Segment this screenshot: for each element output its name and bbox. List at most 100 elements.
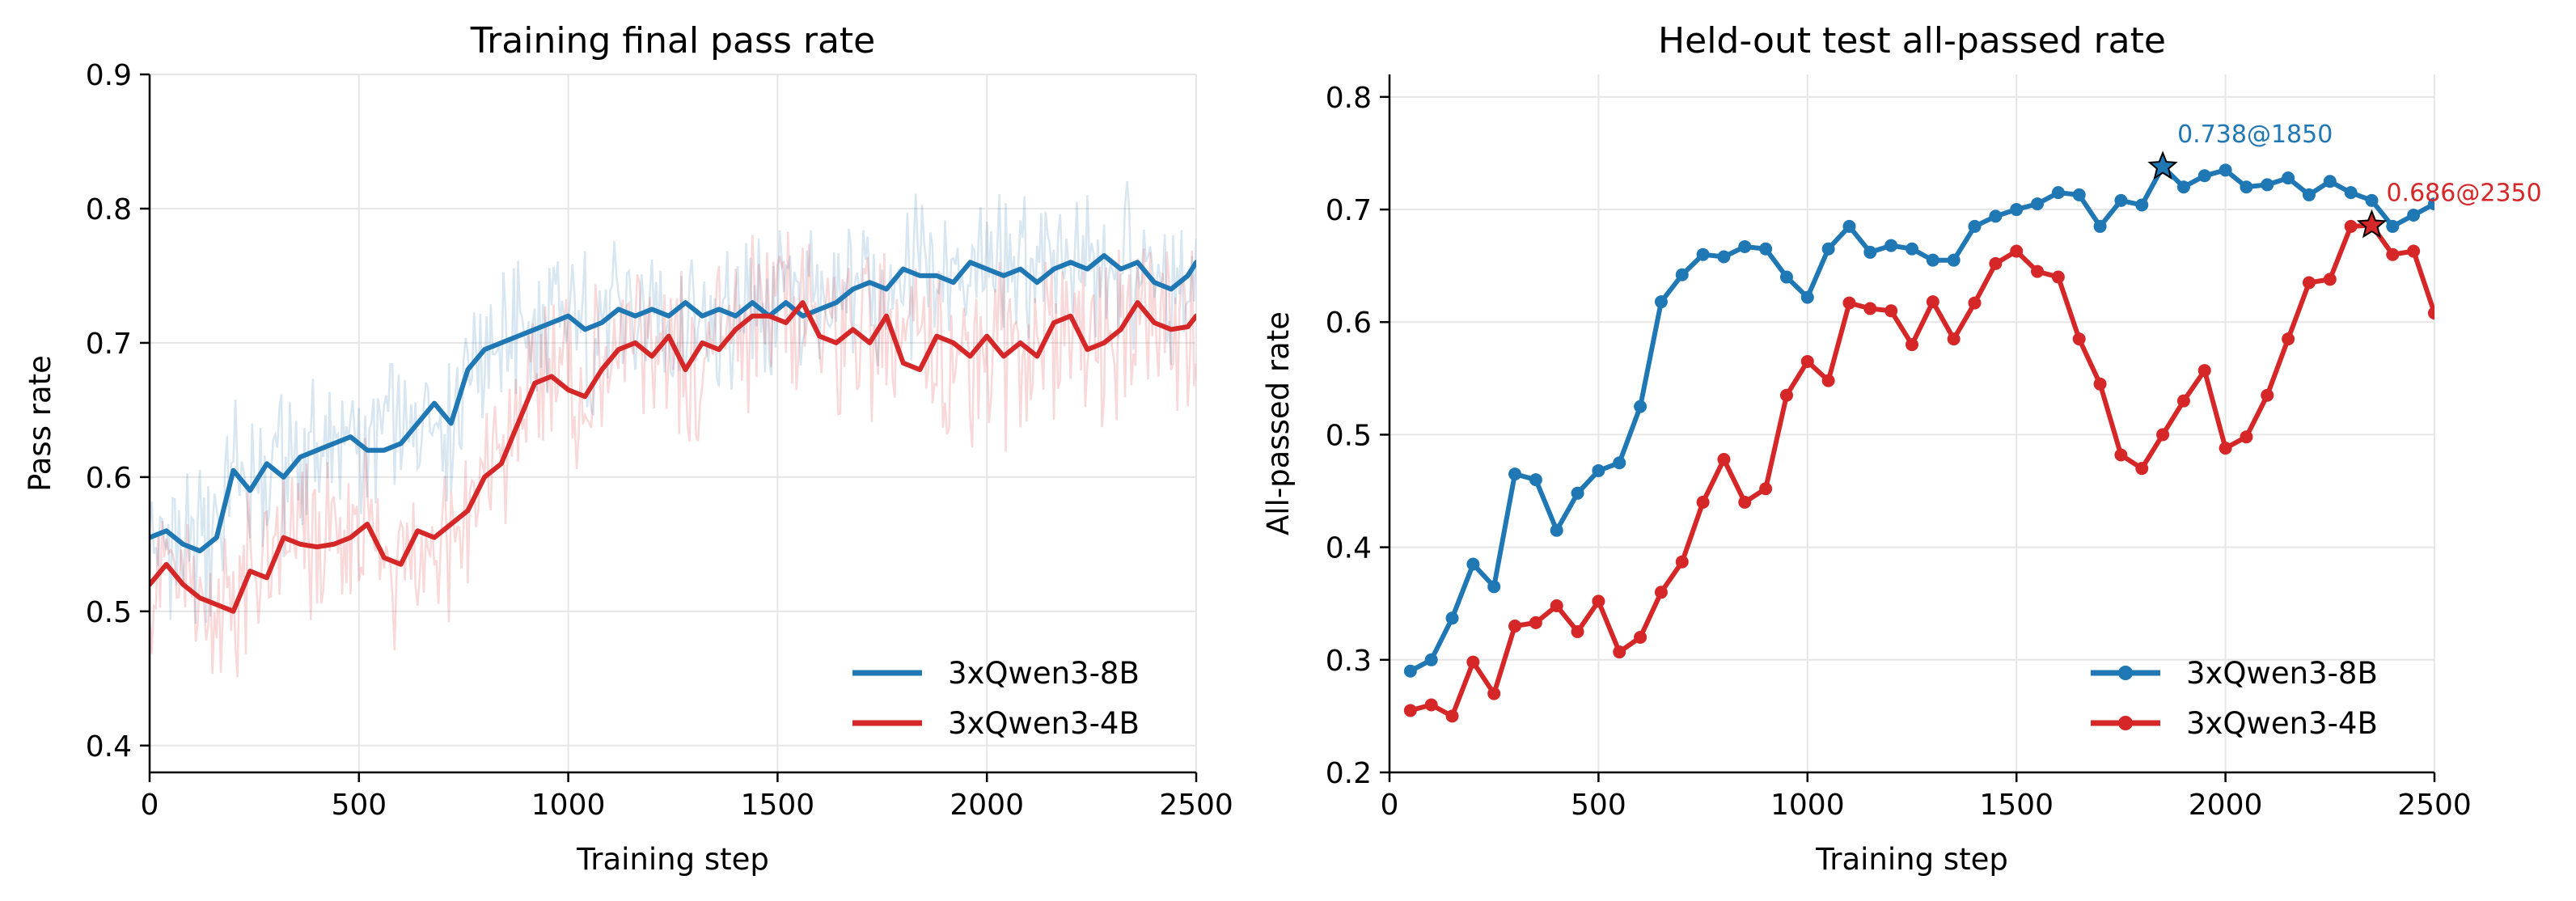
y-tick-label: 0.5 <box>1326 419 1372 452</box>
chart-title: Training final pass rate <box>470 20 875 61</box>
data-point <box>2302 188 2316 201</box>
data-point <box>1926 295 1939 309</box>
data-point <box>1592 463 1605 477</box>
data-point <box>2240 180 2253 194</box>
data-point <box>1759 242 1773 256</box>
data-point <box>1989 256 2003 270</box>
data-point <box>1613 645 1626 659</box>
data-point <box>2344 219 2358 233</box>
data-point <box>2114 448 2128 462</box>
data-point <box>1968 219 1982 233</box>
x-tick-label: 1000 <box>531 789 606 822</box>
y-tick-label: 0.6 <box>86 462 132 495</box>
data-point <box>2261 388 2274 402</box>
data-point <box>1466 655 1480 669</box>
x-tick-label: 2500 <box>2397 789 2472 822</box>
data-point <box>2093 377 2107 391</box>
data-point <box>1821 242 1835 256</box>
data-point <box>1779 388 1793 402</box>
data-point <box>1842 219 1856 233</box>
series-line-3xQwen3-8B <box>150 253 1196 554</box>
x-tick-label: 1500 <box>741 789 815 822</box>
data-point <box>2282 171 2295 185</box>
series-line-3xQwen3-4B <box>1407 222 2434 719</box>
plot-area <box>1403 160 2434 723</box>
data-point <box>2219 163 2232 177</box>
data-point <box>1487 580 1501 594</box>
y-tick-label: 0.8 <box>1326 82 1372 115</box>
data-point <box>2365 193 2379 207</box>
data-point <box>1863 245 1877 259</box>
legend-label: 3xQwen3-8B <box>948 656 1140 691</box>
data-point <box>1863 302 1877 315</box>
data-point <box>2428 307 2434 320</box>
data-point <box>1508 467 1522 481</box>
data-point <box>1403 704 1417 717</box>
data-point <box>1571 486 1584 500</box>
data-point <box>1906 338 1918 352</box>
data-point <box>1842 296 1856 310</box>
data-point <box>2407 208 2421 222</box>
legend: 3xQwen3-8B 3xQwen3-4B <box>852 656 1140 741</box>
data-point <box>2135 198 2149 212</box>
data-point <box>2031 264 2045 278</box>
y-tick-label: 0.7 <box>1326 194 1372 227</box>
x-tick-label: 500 <box>1571 789 1626 822</box>
data-point <box>1800 290 1814 304</box>
legend: 3xQwen3-8B 3xQwen3-4B <box>2091 656 2378 741</box>
data-point <box>2197 169 2211 183</box>
data-point <box>1550 523 1563 537</box>
data-point <box>1779 270 1793 284</box>
data-point <box>1634 630 1648 644</box>
chart-training-pass-rate: 0 500 1000 1500 2000 2500 0.4 0.5 0.6 0.7 0.8 0.9 Tr… <box>23 20 1233 877</box>
data-point <box>1424 653 1438 666</box>
legend-label: 3xQwen3-4B <box>2186 706 2378 741</box>
data-point <box>1884 239 1898 252</box>
y-tick-label: 0.4 <box>86 730 132 764</box>
data-point <box>1926 253 1939 267</box>
data-point <box>1445 709 1459 723</box>
chart-title: Held-out test all-passed rate <box>1658 20 2166 61</box>
data-point <box>1800 354 1814 368</box>
data-point <box>2219 442 2232 455</box>
data-point <box>1466 557 1480 571</box>
y-tick-label: 0.3 <box>1326 645 1372 678</box>
data-point <box>1487 687 1501 700</box>
series-line-3xQwen3-4B <box>150 300 1196 614</box>
best-annotation: 0.686@2350 <box>2386 180 2541 208</box>
data-point <box>1717 250 1731 264</box>
data-point <box>2261 178 2274 192</box>
data-point <box>1947 253 1961 267</box>
data-point <box>1696 247 1710 261</box>
data-point <box>1529 473 1542 487</box>
best-star-marker <box>2356 209 2388 239</box>
data-point <box>2010 203 2024 217</box>
x-tick-label: 0 <box>1381 789 1399 822</box>
data-point <box>2302 276 2316 290</box>
y-tick-label: 0.9 <box>86 59 132 92</box>
data-point <box>2407 244 2421 258</box>
data-point <box>1654 586 1668 599</box>
data-point <box>1696 495 1710 509</box>
data-point <box>2240 430 2253 444</box>
x-tick-label: 500 <box>331 789 387 822</box>
data-point <box>1717 453 1731 467</box>
y-tick-label: 0.8 <box>86 193 132 226</box>
legend-marker <box>2118 666 2133 680</box>
data-point <box>1968 296 1982 310</box>
data-point <box>1508 620 1522 633</box>
data-point <box>2051 270 2065 284</box>
data-point <box>2135 462 2149 476</box>
y-tick-label: 0.2 <box>1326 757 1372 790</box>
data-point <box>1613 456 1626 470</box>
data-point <box>1947 332 1961 346</box>
data-point <box>2386 247 2400 261</box>
data-point <box>1759 482 1773 496</box>
best-annotation: 0.738@1850 <box>2177 121 2333 149</box>
data-point <box>1571 625 1584 639</box>
legend-label: 3xQwen3-8B <box>2186 656 2378 691</box>
data-point <box>2072 188 2086 201</box>
y-tick-label: 0.6 <box>1326 307 1372 340</box>
x-axis-label: Training step <box>576 842 769 877</box>
